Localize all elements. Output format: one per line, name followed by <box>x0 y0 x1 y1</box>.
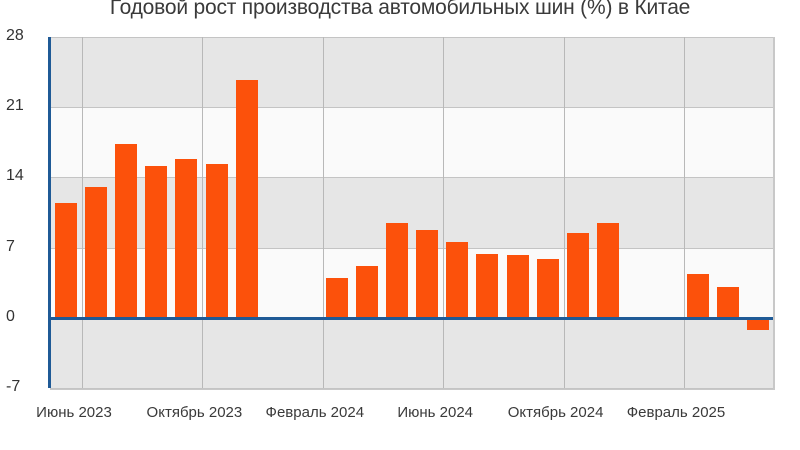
bar <box>717 286 740 318</box>
h-gridline <box>50 107 773 109</box>
bar <box>115 144 138 318</box>
bar <box>506 254 529 318</box>
h-gridline <box>50 37 773 38</box>
y-tick-label: 21 <box>6 97 24 115</box>
x-tick-label: Июнь 2024 <box>397 404 474 421</box>
bar <box>356 265 378 318</box>
bar <box>536 258 559 318</box>
bar <box>386 222 409 318</box>
y-tick-label: 28 <box>6 27 24 44</box>
bar <box>205 164 228 318</box>
x-tick-label: Февраль 2025 <box>626 404 726 421</box>
bar <box>55 203 77 318</box>
v-gridline <box>443 37 445 388</box>
y-tick-label: -7 <box>6 378 21 395</box>
h-gridline <box>50 247 773 249</box>
grid-band <box>50 107 773 178</box>
bar <box>175 159 198 318</box>
grid-band <box>50 317 773 388</box>
grid-band <box>50 177 773 248</box>
bar <box>596 222 619 318</box>
x-tick-label: Октябрь 2023 <box>146 404 243 421</box>
v-gridline <box>322 37 324 388</box>
grid-band <box>50 247 773 318</box>
h-gridline <box>50 388 773 389</box>
v-gridline <box>684 37 685 388</box>
bar <box>416 229 439 318</box>
y-axis-line <box>48 37 51 388</box>
grid-band <box>50 37 773 108</box>
x-tick-label: Октябрь 2024 <box>507 404 604 421</box>
y-tick-label: 14 <box>6 167 24 185</box>
chart-title: Годовой рост производства автомобильных … <box>109 0 691 19</box>
v-gridline <box>563 37 565 388</box>
bar <box>85 187 108 318</box>
bar <box>446 241 469 318</box>
bar <box>747 317 770 330</box>
x-tick-label: Февраль 2024 <box>265 404 365 421</box>
bar <box>687 273 710 318</box>
y-tick-label: 0 <box>6 307 15 325</box>
plot-area <box>48 37 775 390</box>
v-gridline <box>82 37 83 388</box>
bar <box>325 277 348 318</box>
y-tick-label: 7 <box>6 237 15 255</box>
v-gridline <box>202 37 204 388</box>
bar <box>235 80 258 318</box>
bar <box>476 253 499 318</box>
bar <box>145 166 168 318</box>
h-gridline <box>50 177 773 179</box>
bar <box>566 232 589 318</box>
zero-line <box>50 316 773 320</box>
x-tick-label: Июнь 2023 <box>36 404 112 421</box>
